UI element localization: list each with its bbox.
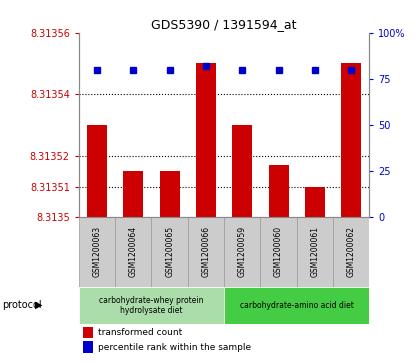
Bar xyxy=(261,217,297,286)
Bar xyxy=(151,217,188,286)
Bar xyxy=(224,217,261,286)
Bar xyxy=(160,171,180,217)
Text: GSM1200061: GSM1200061 xyxy=(310,227,320,277)
Bar xyxy=(297,217,333,286)
Text: carbohydrate-whey protein
hydrolysate diet: carbohydrate-whey protein hydrolysate di… xyxy=(99,295,204,315)
Bar xyxy=(341,64,361,217)
Bar xyxy=(333,217,369,286)
Bar xyxy=(188,217,224,286)
Text: GSM1200060: GSM1200060 xyxy=(274,227,283,277)
Text: GSM1200064: GSM1200064 xyxy=(129,227,138,277)
Text: percentile rank within the sample: percentile rank within the sample xyxy=(98,343,251,352)
Bar xyxy=(79,217,115,286)
Text: GSM1200065: GSM1200065 xyxy=(165,227,174,277)
Bar xyxy=(83,327,93,338)
Bar xyxy=(115,217,151,286)
Bar xyxy=(224,286,369,324)
Text: transformed count: transformed count xyxy=(98,329,182,337)
Bar xyxy=(269,165,288,217)
Bar xyxy=(123,171,143,217)
Bar xyxy=(87,125,107,217)
Text: GSM1200059: GSM1200059 xyxy=(238,227,247,277)
Text: GSM1200066: GSM1200066 xyxy=(201,227,210,277)
Title: GDS5390 / 1391594_at: GDS5390 / 1391594_at xyxy=(151,19,297,32)
Text: GSM1200062: GSM1200062 xyxy=(347,227,356,277)
Text: GSM1200063: GSM1200063 xyxy=(93,227,102,277)
Bar xyxy=(305,187,325,217)
Text: ▶: ▶ xyxy=(35,300,43,310)
Text: protocol: protocol xyxy=(2,300,42,310)
Bar xyxy=(196,64,216,217)
Text: carbohydrate-amino acid diet: carbohydrate-amino acid diet xyxy=(240,301,354,310)
Bar xyxy=(83,342,93,352)
Bar xyxy=(79,286,224,324)
Bar xyxy=(232,125,252,217)
